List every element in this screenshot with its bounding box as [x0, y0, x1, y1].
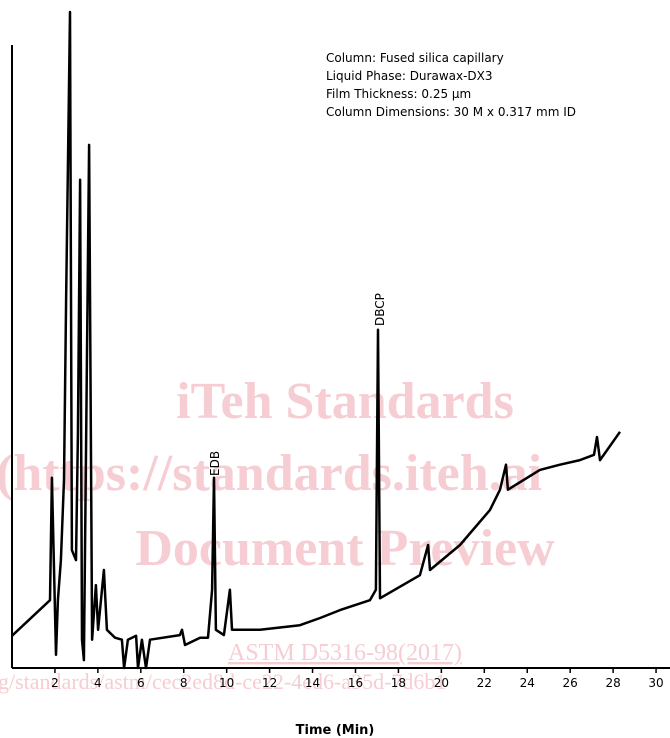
note: Column: Fused silica capillary: [326, 51, 504, 65]
x-tick-label: 10: [219, 676, 234, 690]
note: Column Dimensions: 30 M x 0.317 mm ID: [326, 105, 576, 119]
watermark: iTeh Standards (https://standards.iteh.a…: [0, 373, 555, 694]
x-tick-label: 26: [563, 676, 578, 690]
peak-label: DBCP: [373, 293, 387, 326]
watermark-text: Document Preview: [135, 520, 555, 577]
x-tick-label: 4: [94, 676, 102, 690]
x-tick-label: 16: [348, 676, 363, 690]
x-tick-label: 14: [305, 676, 320, 690]
x-tick-label: 8: [180, 676, 188, 690]
x-tick-label: 6: [137, 676, 145, 690]
x-tick-label: 30: [648, 676, 663, 690]
x-tick-label: 18: [391, 676, 406, 690]
x-tick-label: 22: [477, 676, 492, 690]
x-tick-label: 20: [434, 676, 449, 690]
watermark-text: g/standards/astm/cec2ed8d-ce22-4ed6-a35d…: [0, 669, 446, 694]
x-tick-label: 12: [262, 676, 277, 690]
x-tick-label: 24: [520, 676, 535, 690]
x-tick-label: 2: [51, 676, 59, 690]
x-axis-title: Time (Min): [296, 723, 375, 738]
chromatogram-trace: [11, 10, 622, 670]
watermark-text: ASTM D5316-98(2017): [228, 640, 462, 666]
note: Liquid Phase: Durawax-DX3: [326, 69, 493, 83]
peak-label: EDB: [208, 451, 222, 476]
watermark-text: iTeh Standards: [176, 373, 514, 430]
note: Film Thickness: 0.25 μm: [326, 87, 471, 101]
x-tick-label: 28: [605, 676, 620, 690]
